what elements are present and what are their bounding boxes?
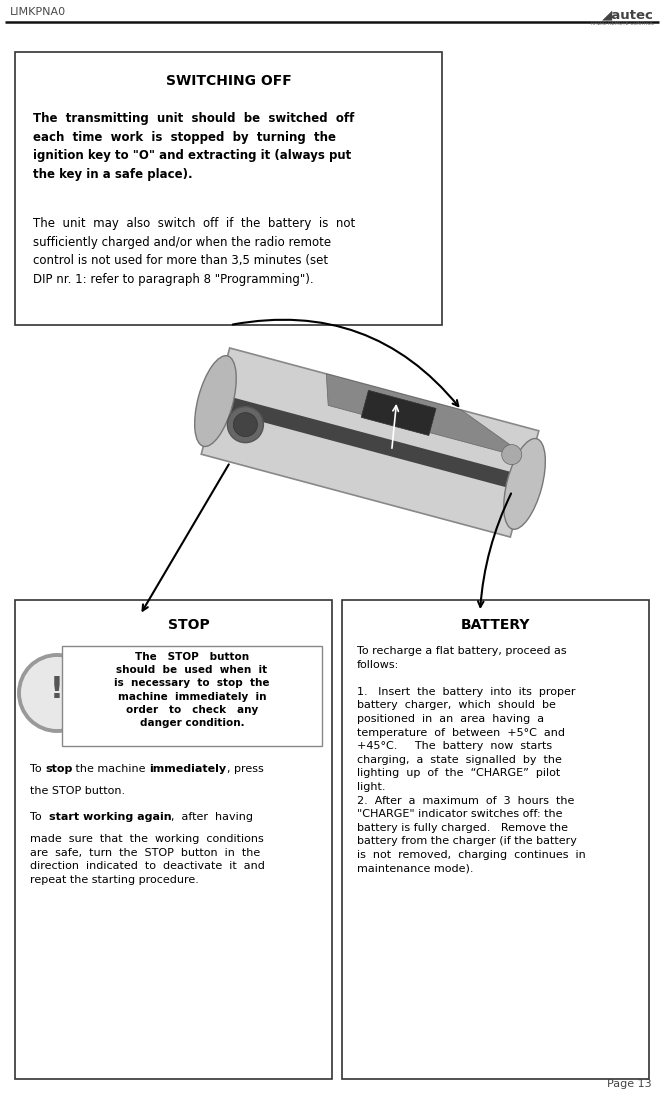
Text: To recharge a flat battery, proceed as
follows:

1.   Insert  the  battery  into: To recharge a flat battery, proceed as f… — [357, 646, 586, 874]
Polygon shape — [326, 374, 531, 459]
Text: Page 13: Page 13 — [608, 1079, 652, 1089]
Circle shape — [227, 407, 264, 443]
Text: The   STOP   button
should  be  used  when  it
is  necessary  to  stop  the
mach: The STOP button should be used when it i… — [114, 652, 270, 728]
Text: !: ! — [50, 675, 64, 703]
Text: ,  after  having: , after having — [171, 812, 253, 822]
Text: start working again: start working again — [48, 812, 171, 822]
FancyBboxPatch shape — [62, 646, 322, 746]
FancyBboxPatch shape — [15, 600, 332, 1079]
FancyBboxPatch shape — [342, 600, 649, 1079]
Text: the machine: the machine — [72, 764, 149, 774]
Text: made  sure  that  the  working  conditions
are  safe,  turn  the  STOP  button  : made sure that the working conditions ar… — [30, 834, 265, 885]
Ellipse shape — [504, 439, 545, 530]
FancyBboxPatch shape — [15, 52, 442, 325]
Text: the STOP button.: the STOP button. — [30, 786, 125, 796]
Text: To: To — [30, 812, 48, 822]
Text: stop: stop — [45, 764, 72, 774]
Text: immediately: immediately — [149, 764, 226, 774]
Circle shape — [502, 445, 522, 465]
Polygon shape — [213, 393, 527, 491]
Circle shape — [233, 412, 258, 436]
Text: STOP: STOP — [169, 618, 210, 632]
Text: RADIO REMOTE CONTROL: RADIO REMOTE CONTROL — [591, 21, 654, 26]
Text: ◢autec: ◢autec — [602, 8, 654, 21]
Polygon shape — [361, 390, 436, 435]
Text: BATTERY: BATTERY — [461, 618, 531, 632]
Text: LIMKPNA0: LIMKPNA0 — [10, 7, 66, 16]
Text: To: To — [30, 764, 45, 774]
Polygon shape — [201, 348, 539, 537]
Text: , press: , press — [226, 764, 264, 774]
Text: The  transmitting  unit  should  be  switched  off
each  time  work  is  stopped: The transmitting unit should be switched… — [33, 112, 355, 180]
Text: The  unit  may  also  switch  off  if  the  battery  is  not
sufficiently charge: The unit may also switch off if the batt… — [33, 217, 355, 286]
Text: SWITCHING OFF: SWITCHING OFF — [165, 74, 291, 88]
Ellipse shape — [195, 356, 236, 446]
Circle shape — [19, 655, 95, 731]
